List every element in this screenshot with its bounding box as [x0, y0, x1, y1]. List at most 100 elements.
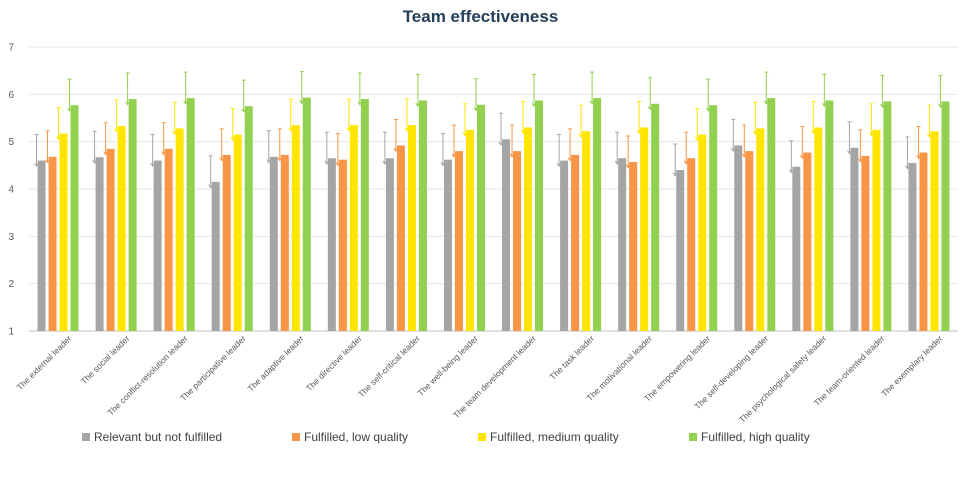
error-bar — [752, 101, 758, 135]
bar — [767, 98, 776, 332]
error-bar — [567, 128, 573, 162]
error-bar-cap-bottom — [462, 132, 468, 137]
bar — [850, 147, 859, 331]
error-bar — [208, 155, 214, 189]
error-bar — [556, 134, 562, 168]
error-bar — [868, 103, 874, 137]
error-bar-cap-bottom — [230, 136, 236, 142]
y-tick-label: 6 — [8, 90, 14, 101]
error-bar — [451, 124, 457, 158]
error-bar-cap-bottom — [868, 132, 874, 137]
bar — [676, 170, 685, 331]
error-bar-cap-bottom — [335, 162, 341, 167]
bar — [709, 105, 718, 331]
error-bar-cap-bottom — [821, 102, 827, 108]
error-bar-cap-bottom — [114, 128, 120, 133]
bar — [593, 98, 602, 332]
bar — [117, 126, 126, 332]
error-bar-cap-bottom — [509, 153, 515, 158]
bar — [535, 100, 544, 331]
error-bar — [404, 98, 410, 132]
bar — [734, 145, 743, 331]
error-bar — [916, 126, 921, 160]
error-bar-cap-bottom — [763, 100, 769, 105]
bar — [396, 145, 405, 331]
legend-swatch — [292, 433, 300, 441]
error-bar — [230, 108, 236, 142]
error-bar — [34, 134, 39, 168]
error-bar — [357, 72, 363, 106]
error-bar — [614, 131, 620, 165]
error-bar-cap-bottom — [103, 151, 109, 156]
error-bar — [938, 74, 943, 109]
bar — [454, 151, 463, 331]
bar — [222, 154, 231, 331]
error-bar — [45, 130, 50, 164]
bar — [582, 131, 591, 331]
error-bar — [694, 108, 700, 142]
error-bar — [578, 104, 584, 138]
error-bar — [625, 135, 631, 169]
bar — [825, 100, 834, 331]
bar — [70, 105, 79, 331]
error-bar — [647, 77, 653, 111]
bar — [476, 104, 485, 331]
error-bar-cap-bottom — [498, 141, 504, 146]
legend-label: Fulfilled, high quality — [701, 430, 810, 444]
bar — [211, 181, 220, 331]
bar — [908, 162, 917, 331]
bar — [360, 99, 369, 331]
error-bar-cap-bottom — [578, 133, 584, 138]
legend-item: Fulfilled, low quality — [292, 430, 408, 444]
legend-label: Fulfilled, low quality — [304, 430, 409, 444]
error-bar-cap-bottom — [879, 103, 885, 109]
error-bar-cap-bottom — [92, 159, 98, 164]
error-bar — [879, 74, 885, 109]
bar — [244, 106, 253, 332]
error-bar-cap-bottom — [183, 100, 189, 105]
bar — [883, 101, 892, 331]
error-bar — [531, 73, 537, 108]
error-bar — [905, 136, 910, 170]
error-bar-cap-bottom — [938, 103, 943, 109]
error-bar — [103, 122, 109, 156]
error-bar-cap-bottom — [567, 157, 573, 162]
error-bar — [288, 98, 294, 132]
error-bar — [741, 124, 747, 158]
error-bar-cap-bottom — [404, 127, 410, 132]
error-bar-cap-bottom — [752, 130, 758, 135]
error-bar-cap-bottom — [846, 150, 852, 155]
error-bar-cap-bottom — [208, 184, 214, 189]
bar — [164, 148, 173, 331]
error-bar — [672, 143, 678, 177]
error-bar — [763, 71, 769, 105]
error-bar-cap-bottom — [288, 127, 294, 132]
y-tick-label: 5 — [8, 137, 14, 148]
error-bar — [799, 126, 805, 160]
error-bar — [857, 129, 863, 163]
error-bar-cap-bottom — [277, 157, 283, 162]
bar — [640, 127, 649, 331]
legend-label: Relevant but not fulfilled — [94, 430, 223, 444]
error-bar — [150, 134, 156, 168]
error-bar — [473, 78, 479, 112]
bar — [48, 156, 57, 331]
error-bar — [335, 133, 341, 167]
bar — [407, 125, 416, 331]
error-bar-cap-bottom — [346, 127, 352, 132]
bar — [106, 148, 115, 331]
error-bar-cap-bottom — [357, 101, 363, 106]
error-bar-cap-bottom — [857, 158, 863, 163]
bar — [629, 162, 638, 331]
x-tick-label: The external leader — [15, 333, 74, 392]
error-bar-cap-bottom — [56, 136, 61, 141]
error-bar-cap-bottom — [67, 107, 72, 112]
error-bar-cap-bottom — [241, 108, 247, 113]
error-bar — [705, 78, 711, 112]
bar — [302, 97, 311, 331]
error-bar-cap-bottom — [161, 151, 167, 156]
error-bar-cap-bottom — [125, 101, 131, 106]
error-bar-cap-bottom — [556, 163, 562, 168]
legend-swatch — [82, 433, 90, 441]
error-bar — [299, 71, 305, 105]
